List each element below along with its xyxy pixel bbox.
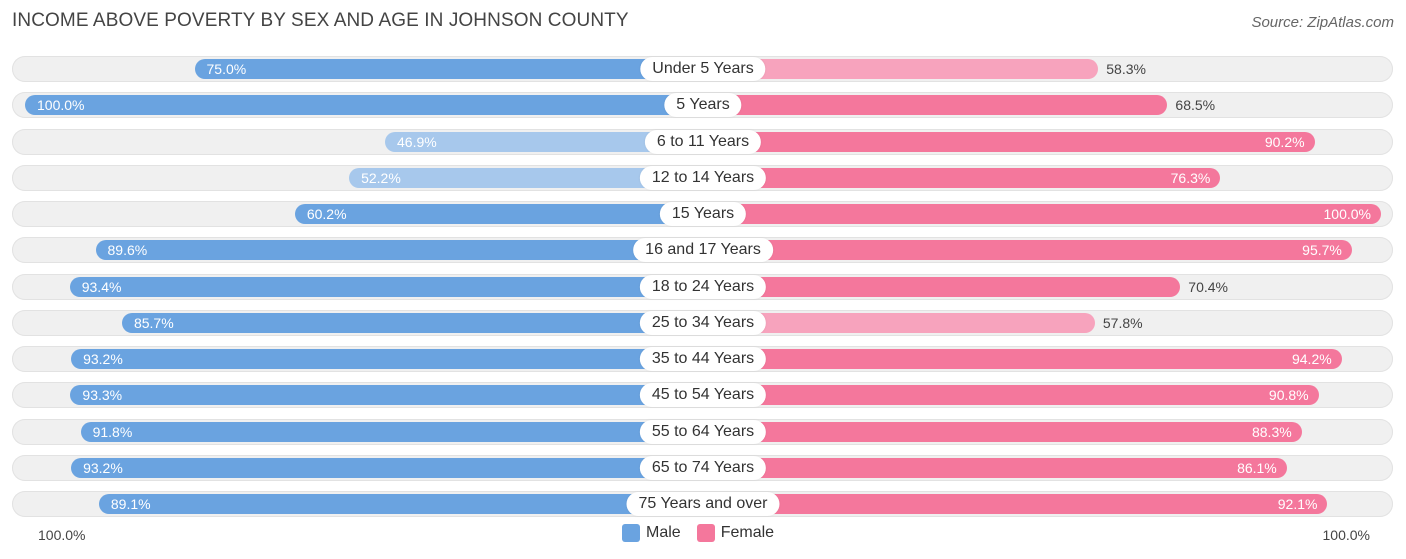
value-male-45-to-54-years: 93.3%: [82, 387, 123, 404]
bar-female-45-to-54-years: [703, 385, 1319, 406]
category-label-12-to-14-years: 12 to 14 Years: [639, 165, 767, 190]
bar-female-15-years: [703, 204, 1381, 224]
value-male-35-to-44-years: 93.2%: [83, 351, 123, 367]
legend-item-female: Female: [696, 524, 775, 542]
category-label-5-years: 5 Years: [664, 93, 742, 118]
bar-female-55-to-64-years: [703, 421, 1302, 442]
category-label-35-to-44-years: 35 to 44 Years: [639, 347, 767, 371]
category-label-16-and-17-years: 16 and 17 Years: [633, 238, 773, 263]
legend-swatch-female: [696, 524, 715, 542]
bar-female-35-to-44-years: [703, 349, 1342, 369]
value-male-25-to-34-years: 85.7%: [133, 314, 174, 331]
value-male-65-to-74-years: 93.2%: [83, 459, 123, 476]
bar-male-15-years: [294, 204, 703, 224]
bar-male-25-to-34-years: [121, 312, 703, 333]
legend-label-female: Female: [720, 524, 775, 541]
value-female-45-to-54-years: 90.8%: [1268, 387, 1309, 404]
value-male-under-5-years: 75.0%: [206, 61, 247, 77]
value-male-75-years-and-over: 89.1%: [110, 496, 151, 512]
value-male-16-and-17-years: 89.6%: [107, 242, 148, 259]
value-male-55-to-64-years: 91.8%: [92, 423, 133, 440]
bar-male-75-years-and-over: [98, 494, 703, 514]
chart-source: Source: ZipAtlas.com: [1251, 14, 1394, 31]
category-label-45-to-54-years: 45 to 54 Years: [639, 383, 767, 408]
legend-label-male: Male: [646, 524, 681, 541]
bar-male-18-to-24-years: [69, 276, 703, 297]
axis-right-label: 100.0%: [1322, 527, 1370, 543]
bar-female-12-to-14-years: [703, 167, 1221, 188]
value-female-55-to-64-years: 88.3%: [1251, 423, 1292, 440]
value-female-18-to-24-years: 70.4%: [1188, 278, 1228, 295]
value-female-under-5-years: 58.3%: [1106, 61, 1146, 77]
value-female-5-years: 68.5%: [1175, 97, 1216, 114]
value-female-12-to-14-years: 76.3%: [1170, 169, 1211, 186]
bar-female-18-to-24-years: [703, 276, 1181, 297]
value-female-65-to-74-years: 86.1%: [1237, 459, 1277, 476]
bar-female-6-to-11-years: [703, 131, 1315, 152]
bar-female-under-5-years: [703, 59, 1099, 79]
category-label-25-to-34-years: 25 to 34 Years: [639, 310, 767, 335]
category-label-55-to-64-years: 55 to 64 Years: [639, 419, 767, 444]
value-male-12-to-14-years: 52.2%: [361, 169, 401, 186]
category-label-6-to-11-years: 6 to 11 Years: [644, 129, 762, 154]
value-female-6-to-11-years: 90.2%: [1264, 133, 1305, 150]
bar-male-55-to-64-years: [80, 421, 703, 442]
value-female-25-to-34-years: 57.8%: [1102, 314, 1143, 331]
bar-female-25-to-34-years: [703, 312, 1095, 333]
value-female-35-to-44-years: 94.2%: [1291, 351, 1332, 367]
bar-male-12-to-14-years: [349, 167, 703, 188]
bar-female-75-years-and-over: [703, 494, 1328, 514]
bar-male-45-to-54-years: [70, 385, 703, 406]
legend-swatch-male: [622, 524, 640, 542]
bar-male-35-to-44-years: [71, 349, 703, 369]
axis-left-label: 100.0%: [38, 527, 86, 543]
value-male-15-years: 60.2%: [306, 206, 347, 222]
category-label-65-to-74-years: 65 to 74 Years: [639, 455, 767, 480]
legend-item-male: Male: [622, 524, 681, 542]
bar-male-16-and-17-years: [95, 240, 703, 261]
bar-male-under-5-years: [194, 59, 703, 79]
value-female-16-and-17-years: 95.7%: [1302, 242, 1342, 259]
chart-legend: Male Female: [622, 524, 790, 542]
bar-female-65-to-74-years: [703, 457, 1287, 478]
value-female-75-years-and-over: 92.1%: [1277, 496, 1318, 512]
value-male-18-to-24-years: 93.4%: [81, 278, 122, 295]
value-male-5-years: 100.0%: [37, 97, 85, 114]
category-label-18-to-24-years: 18 to 24 Years: [639, 274, 767, 299]
value-female-15-years: 100.0%: [1323, 206, 1371, 222]
bar-female-16-and-17-years: [703, 240, 1352, 261]
category-label-15-years: 15 Years: [659, 202, 747, 226]
bar-male-65-to-74-years: [71, 457, 703, 478]
chart-title: INCOME ABOVE POVERTY BY SEX AND AGE IN J…: [12, 10, 629, 31]
bar-female-5-years: [703, 95, 1168, 116]
value-male-6-to-11-years: 46.9%: [397, 133, 437, 150]
category-label-under-5-years: Under 5 Years: [640, 57, 766, 81]
bar-male-6-to-11-years: [385, 131, 703, 152]
bar-male-5-years: [25, 95, 703, 116]
category-label-75-years-and-over: 75 Years and over: [626, 492, 780, 516]
